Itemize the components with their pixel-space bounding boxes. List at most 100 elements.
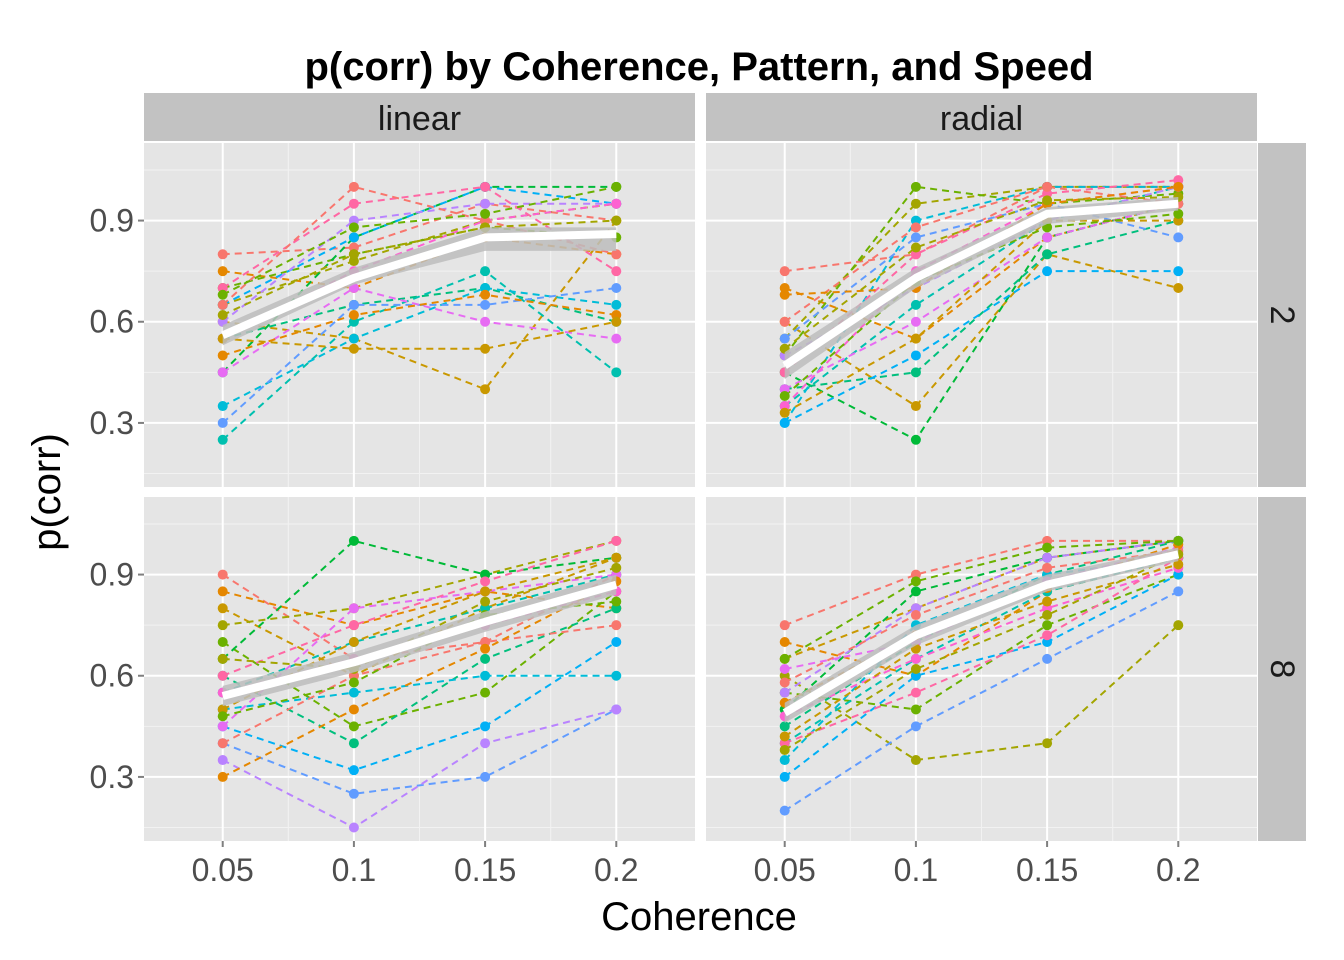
subject-point <box>1042 653 1053 664</box>
x-tick-label: 0.2 <box>1156 852 1200 888</box>
subject-point <box>348 765 359 776</box>
facet-strip-speed-8 <box>1258 497 1306 841</box>
subject-point <box>1173 535 1184 546</box>
subject-point <box>910 198 921 209</box>
subject-point <box>910 367 921 378</box>
chart-title: p(corr) by Coherence, Pattern, and Speed <box>304 45 1093 89</box>
subject-point <box>348 535 359 546</box>
subject-point <box>611 283 622 294</box>
subject-point <box>217 603 228 614</box>
subject-point <box>779 289 790 300</box>
subject-line <box>784 219 1179 414</box>
subject-line <box>784 202 1179 442</box>
subject-line <box>222 185 617 296</box>
subject-point <box>1042 181 1053 192</box>
subject-point <box>348 822 359 833</box>
subject-point <box>611 596 622 607</box>
subject-point <box>1042 620 1053 631</box>
subject-point <box>217 299 228 310</box>
subject-line <box>784 253 1179 408</box>
subject-point <box>217 266 228 277</box>
subject-point <box>779 805 790 816</box>
subject-point <box>480 198 491 209</box>
facet-strip-radial <box>706 93 1257 141</box>
subject-point <box>217 401 228 412</box>
subject-point <box>910 232 921 243</box>
subject-point <box>779 677 790 688</box>
subject-point <box>217 417 228 428</box>
subject-point <box>1042 738 1053 749</box>
subject-point <box>611 670 622 681</box>
subject-point <box>910 181 921 192</box>
y-tick-label: 0.6 <box>90 304 134 340</box>
subject-line <box>222 293 617 357</box>
subject-point <box>779 316 790 327</box>
subject-line <box>784 553 1179 751</box>
facet-strip-speed-2 <box>1258 143 1306 487</box>
subject-line <box>784 590 1179 812</box>
subject-line <box>222 320 617 350</box>
subject-point <box>1042 610 1053 621</box>
subject-point <box>910 316 921 327</box>
subject-line <box>222 573 617 694</box>
mean-line <box>782 199 1179 369</box>
subject-point <box>480 670 491 681</box>
y-axis-title: p(corr) <box>25 433 69 551</box>
subject-point <box>1042 232 1053 243</box>
subject-line <box>784 202 1179 391</box>
subject-line <box>222 674 617 711</box>
subject-point <box>779 266 790 277</box>
x-tick-label: 0.15 <box>1016 852 1078 888</box>
subject-point <box>779 687 790 698</box>
subject-point <box>779 407 790 418</box>
subject-point <box>611 181 622 192</box>
subject-point <box>217 670 228 681</box>
y-tick-label: 0.9 <box>90 203 134 239</box>
subject-point <box>217 711 228 722</box>
subject-line <box>784 539 1179 694</box>
subject-point <box>1173 208 1184 219</box>
subject-line <box>222 270 617 441</box>
subject-point <box>910 299 921 310</box>
subject-line <box>784 556 1179 745</box>
x-tick-label: 0.1 <box>332 852 376 888</box>
subject-point <box>348 310 359 320</box>
subject-point <box>779 771 790 782</box>
subject-point <box>348 721 359 732</box>
x-tick-label: 0.2 <box>594 852 638 888</box>
subject-point <box>611 198 622 209</box>
y-tick-label: 0.6 <box>90 658 134 694</box>
x-tick-label: 0.1 <box>894 852 938 888</box>
subject-line <box>784 573 1179 778</box>
subject-point <box>217 586 228 597</box>
subject-point <box>480 299 491 310</box>
subject-point <box>779 333 790 344</box>
subject-point <box>1173 586 1184 597</box>
subject-line <box>784 566 1179 718</box>
panel-linear-8 <box>144 497 695 841</box>
subject-point <box>348 603 359 614</box>
subject-line <box>784 219 1179 391</box>
subject-point <box>217 434 228 445</box>
subject-line <box>222 539 617 627</box>
subject-point <box>480 738 491 749</box>
subject-point <box>480 343 491 354</box>
subject-point <box>348 222 359 233</box>
subject-point <box>217 620 228 631</box>
y-tick-label: 0.3 <box>90 405 134 441</box>
subject-point <box>779 755 790 766</box>
subject-line <box>784 549 1179 684</box>
subject-point <box>480 586 491 597</box>
subject-point <box>910 610 921 621</box>
subject-point <box>480 596 491 607</box>
subject-point <box>910 222 921 233</box>
subject-line <box>222 708 617 829</box>
subject-point <box>1042 249 1053 260</box>
x-axis-title: Coherence <box>601 895 797 939</box>
subject-point <box>217 721 228 732</box>
subject-point <box>779 390 790 401</box>
subject-point <box>611 299 622 310</box>
panel-radial-8 <box>706 497 1257 841</box>
subject-point <box>910 755 921 766</box>
facet-strip-label-speed-8: 8 <box>1263 660 1301 679</box>
